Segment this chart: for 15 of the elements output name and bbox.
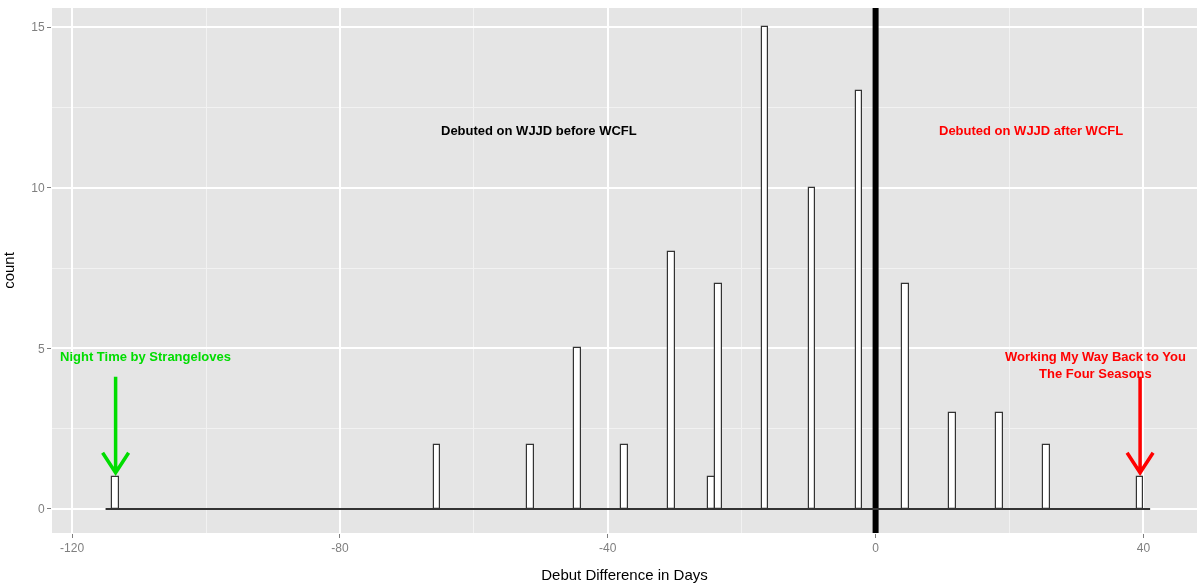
- annotation: Night Time by Strangeloves: [60, 349, 231, 364]
- x-tick-label: 40: [1136, 541, 1151, 556]
- x-axis-title: Debut Difference in Days: [541, 566, 708, 584]
- annotation: Debuted on WJJD before WCFL: [441, 123, 637, 138]
- annotation: Debuted on WJJD after WCFL: [939, 123, 1124, 138]
- y-tick-label: 10: [31, 181, 45, 196]
- x-tick-label: -40: [599, 541, 617, 556]
- y-tick-label: 5: [37, 341, 45, 356]
- x-tick-label: -120: [60, 541, 85, 556]
- x-tick-label: 0: [872, 541, 880, 556]
- x-tick-label: -80: [331, 541, 349, 556]
- y-axis-title: count: [0, 251, 17, 289]
- annotation: Working My Way Back to You The Four Seasons: [1005, 349, 1186, 381]
- y-tick-label: 15: [31, 20, 45, 35]
- y-tick-label: 0: [37, 502, 45, 517]
